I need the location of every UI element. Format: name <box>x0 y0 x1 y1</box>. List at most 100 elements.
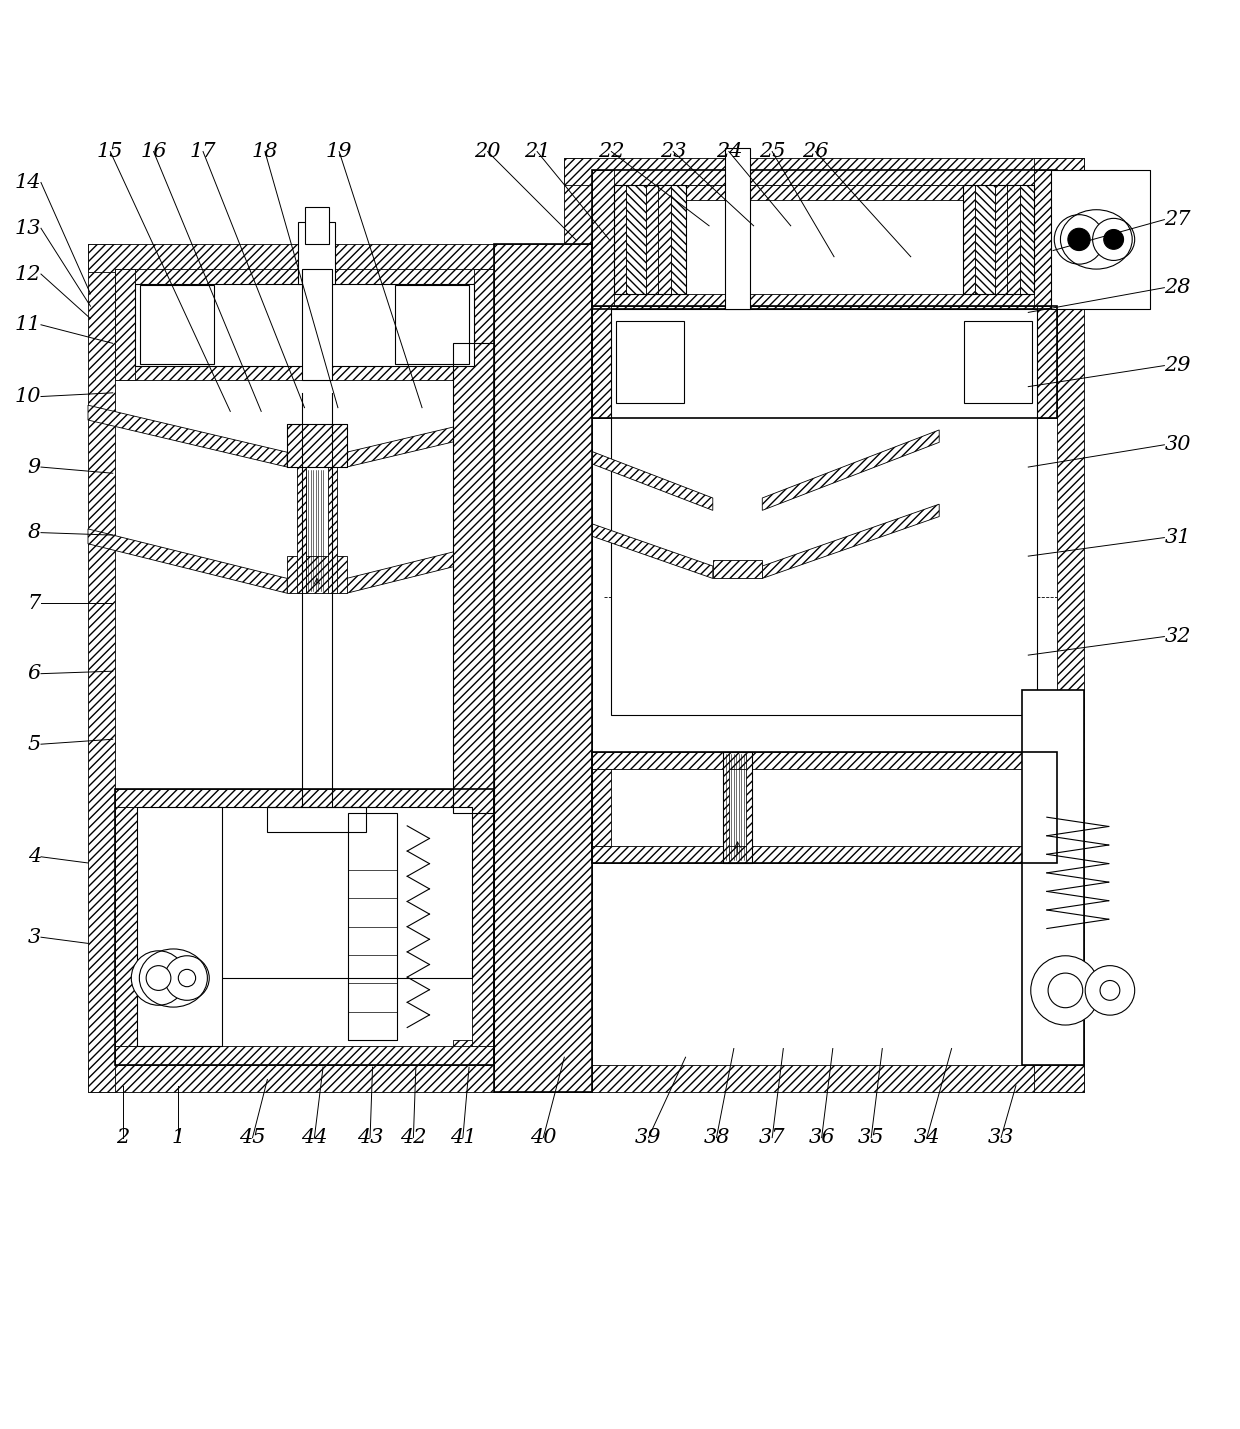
Bar <box>671 184 686 294</box>
Bar <box>288 424 346 467</box>
Bar <box>963 322 1032 403</box>
Text: 12: 12 <box>15 264 41 283</box>
Circle shape <box>1104 230 1123 249</box>
Text: 4: 4 <box>27 847 41 866</box>
Bar <box>115 269 494 284</box>
Circle shape <box>1092 219 1135 260</box>
Bar <box>564 157 1084 184</box>
Bar <box>1050 170 1149 309</box>
Bar <box>591 170 614 309</box>
Text: 27: 27 <box>1164 210 1190 229</box>
Bar <box>1037 306 1056 417</box>
Bar <box>614 184 626 294</box>
Bar <box>453 272 494 296</box>
Text: 41: 41 <box>450 1127 476 1147</box>
Bar <box>115 269 135 380</box>
Bar <box>140 286 215 364</box>
Polygon shape <box>763 504 939 579</box>
Bar <box>280 807 353 832</box>
Text: 19: 19 <box>326 141 352 161</box>
Bar <box>591 306 1056 417</box>
Circle shape <box>1030 956 1100 1025</box>
Polygon shape <box>346 406 546 467</box>
Bar <box>329 467 337 593</box>
Text: 38: 38 <box>703 1127 730 1147</box>
Bar <box>963 322 976 403</box>
Polygon shape <box>88 406 288 467</box>
Bar <box>616 322 684 403</box>
Bar <box>1037 769 1056 846</box>
Bar <box>153 286 171 364</box>
Bar <box>1019 184 1034 294</box>
Bar <box>88 244 521 272</box>
Bar <box>591 769 611 846</box>
Text: 24: 24 <box>715 141 742 161</box>
Bar <box>611 309 1037 714</box>
Text: 7: 7 <box>27 593 41 613</box>
Text: 36: 36 <box>808 1127 835 1147</box>
Text: 23: 23 <box>660 141 687 161</box>
Text: 8: 8 <box>27 523 41 542</box>
Bar <box>746 752 753 863</box>
Bar <box>646 184 658 294</box>
Bar <box>1013 322 1025 403</box>
Bar <box>394 286 407 364</box>
Bar <box>288 556 346 593</box>
Circle shape <box>131 950 186 1005</box>
Bar <box>184 807 471 977</box>
Text: 1: 1 <box>171 1127 185 1147</box>
Text: 37: 37 <box>759 1127 785 1147</box>
Text: 3: 3 <box>27 927 41 946</box>
Bar <box>347 813 397 1040</box>
Bar <box>994 184 1007 294</box>
Bar <box>723 752 729 863</box>
Circle shape <box>1068 229 1090 250</box>
Bar <box>140 286 153 364</box>
Text: 20: 20 <box>475 141 501 161</box>
Text: 25: 25 <box>759 141 785 161</box>
Bar <box>453 1040 494 1065</box>
Bar <box>725 184 735 294</box>
Text: 28: 28 <box>1164 279 1190 297</box>
Bar <box>115 789 494 1065</box>
Bar <box>591 170 1056 309</box>
Bar <box>626 184 646 294</box>
Text: 26: 26 <box>802 141 828 161</box>
Bar <box>303 269 310 380</box>
Bar <box>616 322 629 403</box>
Bar <box>394 286 469 364</box>
Circle shape <box>1085 966 1135 1015</box>
Circle shape <box>1100 980 1120 1000</box>
Bar <box>591 403 1056 417</box>
Text: 18: 18 <box>252 141 278 161</box>
Polygon shape <box>88 529 288 593</box>
Bar <box>591 846 1056 863</box>
Bar <box>115 1046 494 1065</box>
Text: 40: 40 <box>529 1127 557 1147</box>
Bar <box>88 244 115 1092</box>
Polygon shape <box>763 430 939 510</box>
Bar <box>591 184 1056 200</box>
Bar <box>298 467 306 593</box>
Text: 39: 39 <box>635 1127 662 1147</box>
Bar <box>614 184 686 294</box>
Text: 11: 11 <box>15 316 41 334</box>
Bar <box>474 269 494 380</box>
Bar <box>305 207 330 244</box>
Text: 45: 45 <box>239 1127 265 1147</box>
Bar <box>115 789 494 807</box>
Bar <box>1034 157 1084 184</box>
Text: 6: 6 <box>27 664 41 683</box>
Text: 29: 29 <box>1164 356 1190 374</box>
Bar <box>591 306 1056 322</box>
Bar <box>303 269 332 380</box>
Bar <box>1034 170 1056 309</box>
Bar <box>1022 690 1084 710</box>
Bar <box>591 306 611 417</box>
Text: 31: 31 <box>1164 529 1190 547</box>
Text: 21: 21 <box>523 141 551 161</box>
Polygon shape <box>346 529 546 593</box>
Bar <box>1050 170 1149 309</box>
Bar <box>1034 1065 1084 1092</box>
Bar <box>723 752 753 863</box>
